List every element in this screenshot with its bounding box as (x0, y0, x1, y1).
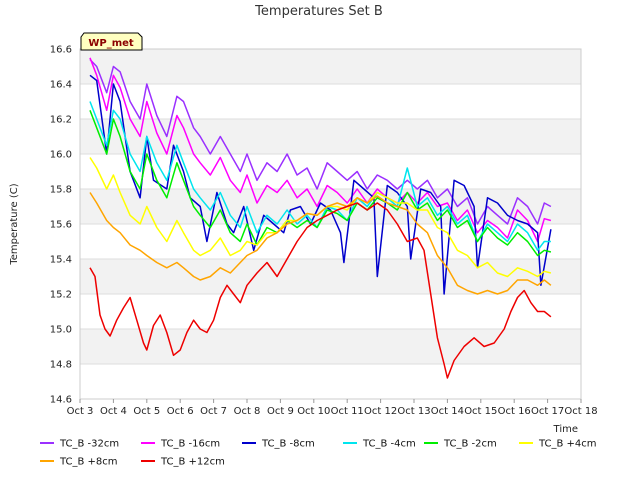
chart-title: Temperatures Set B (254, 4, 383, 19)
band (80, 224, 581, 259)
badge-label: WP_met (88, 38, 134, 49)
legend-label: TC_B -32cm (59, 439, 119, 450)
y-axis-label: Temperature (C) (9, 183, 20, 265)
y-tick-label: 16.0 (50, 150, 72, 161)
y-tick-label: 16.2 (50, 115, 72, 126)
band (80, 259, 581, 294)
y-tick-label: 16.6 (50, 45, 72, 56)
x-tick-label: Oct 14 (431, 406, 464, 417)
x-tick-label: Oct 16 (498, 406, 531, 417)
x-tick-label: Oct 8 (234, 406, 261, 417)
x-axis-label: Time (553, 424, 578, 435)
y-tick-label: 15.2 (50, 290, 72, 301)
legend-label: TC_B -16cm (160, 439, 220, 450)
y-tick-label: 14.8 (50, 360, 72, 371)
x-tick-label: Oct 6 (167, 406, 194, 417)
legend-label: TC_B +4cm (538, 439, 597, 450)
band (80, 49, 581, 84)
legend-label: TC_B -4cm (362, 439, 416, 450)
y-tick-label: 15.8 (50, 185, 72, 196)
band (80, 329, 581, 364)
x-tick-label: Oct 15 (464, 406, 497, 417)
band (80, 364, 581, 399)
y-tick-label: 16.4 (50, 80, 72, 91)
legend-label: TC_B +8cm (59, 457, 118, 468)
y-tick-label: 15.0 (50, 325, 72, 336)
plot-frame (79, 48, 582, 400)
plot-background (80, 49, 581, 399)
band (80, 84, 581, 119)
y-tick-label: 15.4 (50, 255, 72, 266)
series-layer (89, 57, 552, 379)
x-axis: Oct 3 Oct 4 Oct 5 Oct 6 Oct 7 Oct 8 Oct 9 Oct 1… (67, 399, 598, 417)
legend: TC_B -32cm TC_B -16cm TC_B -8cm TC_B -4cm TC… (40, 439, 597, 468)
badge: WP_met (80, 32, 143, 51)
x-tick-label: Oct 18 (564, 406, 597, 417)
x-tick-label: Oct 10 (297, 406, 330, 417)
series-line-2 (89, 74, 552, 295)
x-tick-label: Oct 9 (267, 406, 294, 417)
y-tick-label: 14.6 (50, 395, 72, 406)
x-tick-label: Oct 17 (531, 406, 564, 417)
series-line-7 (89, 202, 552, 379)
y-axis: 14.6 14.8 15.0 15.2 15.4 15.6 15.8 16.0 16.2 16.4… (50, 45, 72, 406)
x-tick-label: Oct 12 (364, 406, 397, 417)
band (80, 154, 581, 189)
badge-shape (80, 32, 143, 51)
series-line-0 (89, 58, 552, 225)
x-tick-label: Oct 3 (67, 406, 94, 417)
legend-label: TC_B +12cm (160, 457, 225, 468)
x-tick-label: Oct 4 (100, 406, 127, 417)
series-line-6 (89, 192, 552, 295)
band (80, 119, 581, 154)
legend-label: TC_B -8cm (261, 439, 315, 450)
y-tick-label: 15.6 (50, 220, 72, 231)
x-tick-label: Oct 5 (133, 406, 160, 417)
x-tick-label: Oct 7 (200, 406, 227, 417)
x-tick-label: Oct 13 (397, 406, 430, 417)
legend-label: TC_B -2cm (443, 439, 497, 450)
x-tick-label: Oct 11 (331, 406, 364, 417)
